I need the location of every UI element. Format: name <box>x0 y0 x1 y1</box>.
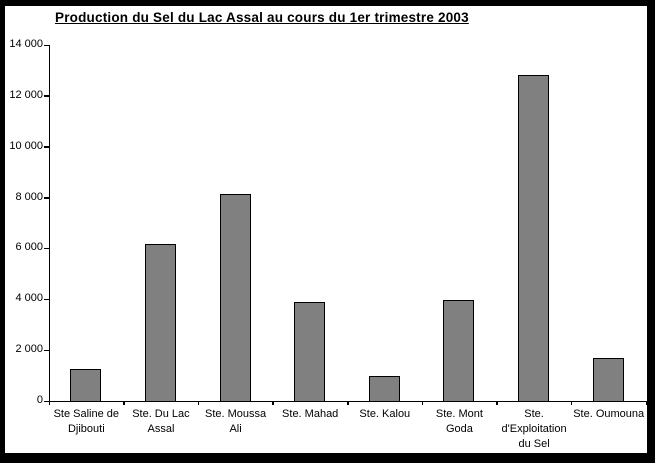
x-category-label: Ste. Kalou <box>359 408 411 420</box>
x-category-label: Ste. Moussa Ali <box>204 408 267 435</box>
chart-title: Production du Sel du Lac Assal au cours … <box>55 10 469 25</box>
x-axis-tick <box>272 401 274 405</box>
plot-area <box>43 44 647 405</box>
y-tick-label: 12 000 <box>9 88 43 101</box>
x-axis-tick <box>197 401 200 405</box>
y-tick-label: 6 000 <box>15 241 43 254</box>
x-category-label: Ste. Du Lac Assal <box>132 408 190 435</box>
bar <box>294 301 326 401</box>
chart-area: Production du Sel du Lac Assal au cours … <box>5 6 647 453</box>
x-axis-tick <box>496 401 498 405</box>
y-axis-tick <box>43 298 49 301</box>
x-category-label: Ste. Mont Goda <box>435 408 483 435</box>
y-axis-tick <box>43 349 49 352</box>
x-category-label: Ste. Mahad <box>282 408 339 420</box>
x-axis-labels: Ste Saline de Djibouti Ste. Du Lac Assal S… <box>49 407 646 452</box>
y-axis-tick <box>43 44 49 46</box>
y-tick-label: 10 000 <box>9 139 43 152</box>
y-tick-label: 2 000 <box>15 343 43 356</box>
y-axis-tick <box>43 247 49 250</box>
x-axis-tick <box>645 401 647 405</box>
bar <box>219 194 251 401</box>
y-axis-tick <box>43 146 49 148</box>
x-axis-tick <box>123 401 125 405</box>
bar <box>443 300 475 401</box>
y-axis-tick <box>43 197 49 199</box>
y-tick-label: 0 <box>36 394 43 406</box>
bar <box>368 375 400 401</box>
y-tick-label: 14 000 <box>9 38 43 50</box>
y-tick-label: 4 000 <box>15 292 43 305</box>
y-axis-tick <box>43 400 49 402</box>
x-axis-tick <box>48 401 50 405</box>
x-axis-tick <box>421 401 424 405</box>
x-category-label: Ste Saline de Djibouti <box>53 408 120 435</box>
x-axis-tick <box>347 401 349 405</box>
y-axis-tick <box>43 95 49 97</box>
bar <box>70 369 102 401</box>
bar <box>144 243 176 401</box>
bar <box>518 74 550 401</box>
x-category-label: Ste. d'Exploitation du Sel <box>501 408 567 450</box>
x-category-label: Ste. Oumouna <box>573 408 645 420</box>
bar <box>592 357 624 401</box>
x-axis-tick <box>570 401 573 405</box>
y-tick-label: 8 000 <box>15 190 43 203</box>
